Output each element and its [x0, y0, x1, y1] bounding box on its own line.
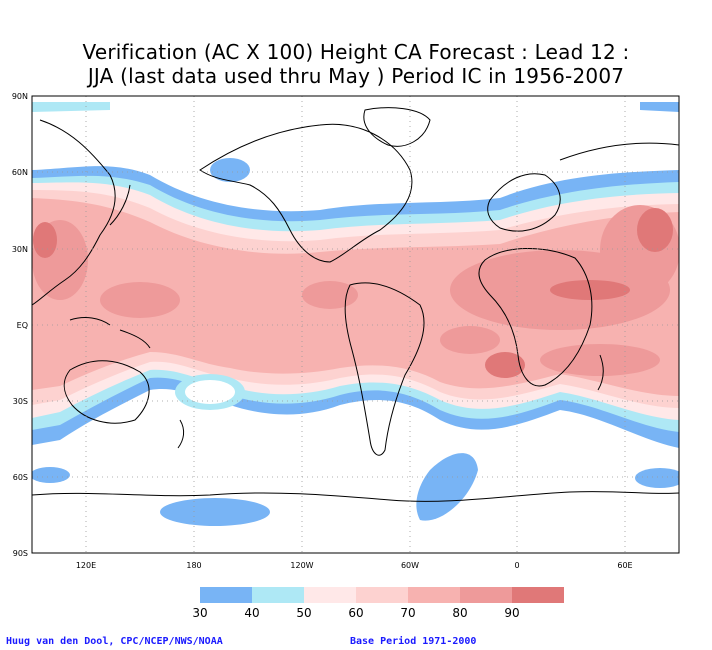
lat-label: 30S [13, 397, 28, 406]
southern-patch-west [32, 467, 70, 483]
southern-patch-pacific [160, 498, 270, 526]
southern-patch-atlantic [416, 453, 478, 521]
credit-text: Huug van den Dool, CPC/NCEP/NWS/NOAA [6, 636, 223, 647]
legend-swatch [252, 587, 304, 603]
lon-labels: 120E 180 120W 60W 0 60E [76, 561, 633, 570]
legend-label: 90 [504, 606, 519, 620]
coast-new-zealand [177, 419, 185, 449]
lat-label: 30N [12, 245, 28, 254]
map-title-line1: Verification (AC X 100) Height CA Foreca… [82, 40, 630, 64]
color-legend: 30 40 50 60 70 80 90 [192, 587, 564, 620]
lat-label: EQ [17, 321, 28, 330]
legend-label: 50 [296, 606, 311, 620]
coast-siberia [559, 142, 679, 161]
lat-label: 90S [13, 549, 28, 558]
coast-europe [487, 173, 561, 232]
legend-label: 80 [452, 606, 467, 620]
lat-label: 60S [13, 473, 28, 482]
lon-label: 180 [186, 561, 201, 570]
legend-label: 60 [348, 606, 363, 620]
lon-label: 120W [290, 561, 313, 570]
lon-label: 60E [617, 561, 632, 570]
southern-patch-east [635, 468, 679, 488]
low-skill-hole [185, 380, 235, 404]
legend-swatch [460, 587, 512, 603]
graticule [32, 96, 679, 553]
lon-label: 0 [514, 561, 519, 570]
legend-swatch [200, 587, 252, 603]
arctic-patch-west [32, 102, 110, 112]
legend-swatch [512, 587, 564, 603]
coast-east-asia [32, 119, 116, 306]
legend-swatch [356, 587, 408, 603]
lat-label: 90N [12, 92, 28, 101]
correlation-field [32, 96, 679, 553]
base-period-text: Base Period 1971-2000 [350, 636, 477, 647]
coast-greenland [363, 107, 431, 147]
coast-australia [63, 360, 150, 424]
legend-swatch [304, 587, 356, 603]
coast-indonesia [69, 317, 151, 349]
north-pacific-patch [210, 158, 250, 182]
coast-africa [478, 248, 593, 387]
lon-label: 60W [401, 561, 419, 570]
lat-labels: 90N 60N 30N EQ 30S 60S 90S [12, 92, 28, 558]
coast-south-america [344, 282, 425, 456]
coastlines [32, 107, 679, 502]
legend-swatch [408, 587, 460, 603]
lon-label: 120E [76, 561, 96, 570]
legend-label: 40 [244, 606, 259, 620]
lat-label: 60N [12, 168, 28, 177]
legend-label: 30 [192, 606, 207, 620]
coast-madagascar [597, 354, 604, 391]
coast-japan [109, 184, 131, 226]
arctic-patch-east [640, 102, 679, 112]
coast-antarctica [32, 491, 679, 502]
legend-label: 70 [400, 606, 415, 620]
map-title-line2: JJA (last data used thru May ) Period IC… [87, 64, 625, 88]
map-frame [31, 95, 680, 554]
coast-north-america [199, 123, 413, 263]
